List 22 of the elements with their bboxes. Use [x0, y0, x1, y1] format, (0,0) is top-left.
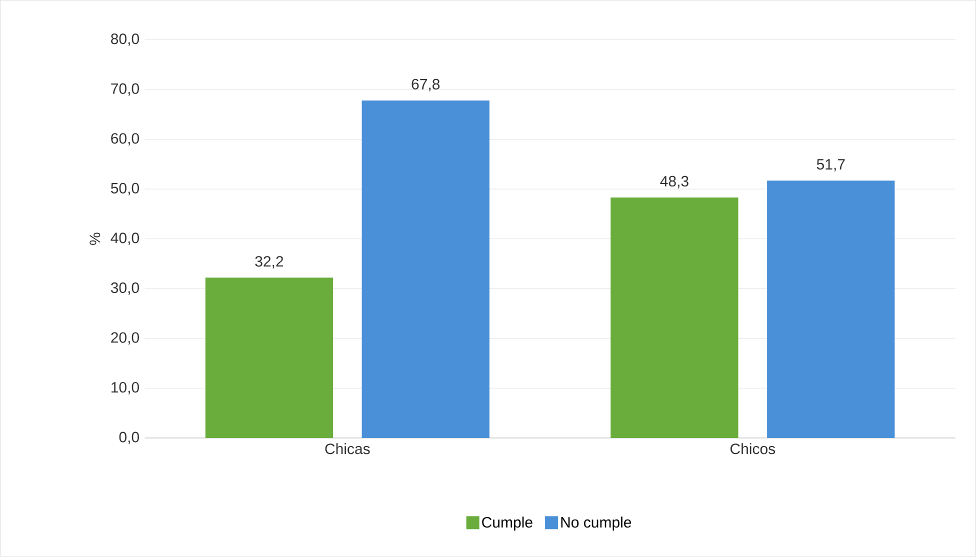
y-tick-label: 10,0 — [112, 382, 139, 395]
data-label: 32,2 — [255, 256, 284, 269]
y-tick-label: 60,0 — [111, 133, 139, 146]
bar — [362, 100, 490, 438]
y-tick-label: 50,0 — [110, 182, 139, 196]
y-tick-label: 70,0 — [111, 83, 139, 96]
data-label: 51,7 — [816, 159, 845, 172]
bar — [610, 198, 738, 438]
legend-label: No cumple — [561, 516, 632, 531]
x-tick-label: Chicos — [730, 443, 776, 454]
y-tick-label: 20,0 — [111, 332, 139, 345]
y-tick-label: 80,0 — [111, 34, 139, 46]
legend-label: Cumple — [482, 516, 532, 531]
y-tick-label: 30,0 — [110, 282, 139, 295]
y-axis-title: % — [90, 232, 100, 246]
data-label: 67,8 — [412, 78, 440, 92]
bar — [205, 278, 334, 438]
data-label: 48,3 — [660, 176, 688, 188]
bar — [767, 180, 895, 438]
y-tick-label: 40,0 — [110, 232, 139, 246]
y-tick-label: 0,0 — [119, 432, 139, 444]
x-tick-label: Chicas — [325, 443, 370, 454]
